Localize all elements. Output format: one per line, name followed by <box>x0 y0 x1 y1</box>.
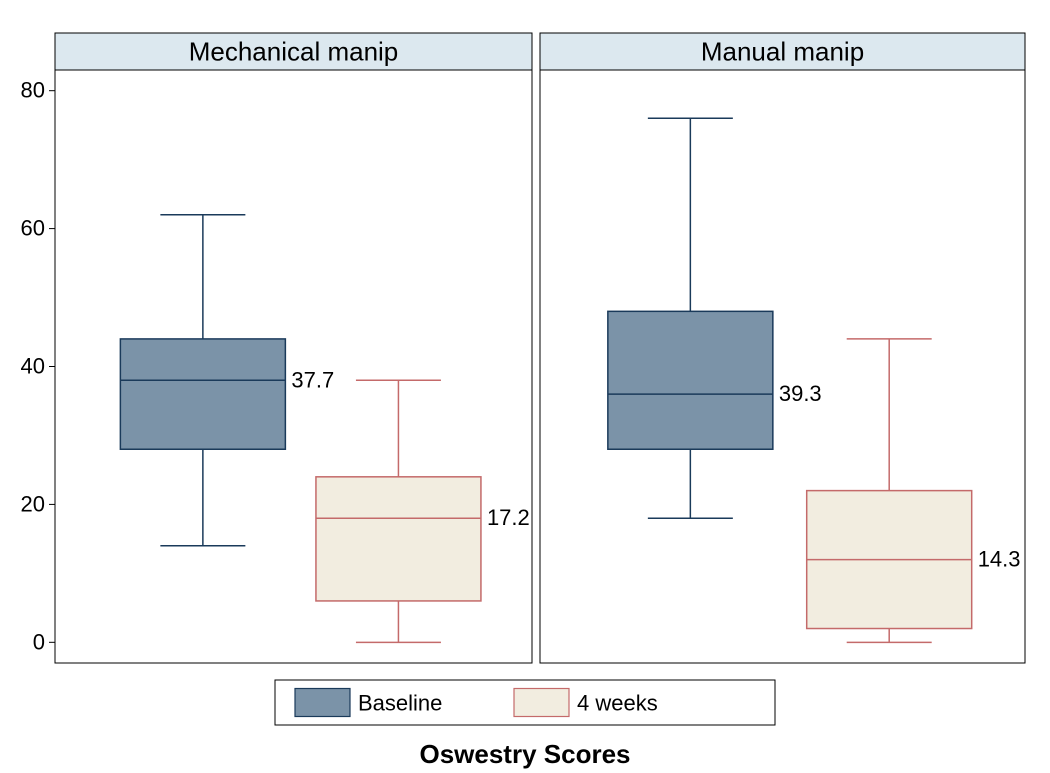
box-0 <box>120 339 285 449</box>
y-tick-label-20: 20 <box>21 491 45 516</box>
x-axis-title: Oswestry Scores <box>419 739 630 769</box>
box-label-1: 17.2 <box>487 505 530 530</box>
y-tick-label-60: 60 <box>21 216 45 241</box>
y-tick-label-40: 40 <box>21 354 45 379</box>
chart-container: Mechanical manip Manual manip 0 20 40 60 80 37.… <box>0 0 1050 773</box>
box-label-0: 37.7 <box>291 367 334 392</box>
panel-title-0: Mechanical manip <box>189 37 399 67</box>
box-label-3: 14.3 <box>978 547 1021 572</box>
panel-title-1: Manual manip <box>701 37 864 67</box>
box-2 <box>608 311 773 449</box>
legend-swatch-1 <box>514 689 569 717</box>
boxplot-chart: Mechanical manip Manual manip 0 20 40 60 80 37.… <box>0 0 1050 773</box>
legend-label-1: 4 weeks <box>577 691 658 716</box>
legend-label-0: Baseline <box>358 691 442 716</box>
y-tick-label-80: 80 <box>21 78 45 103</box>
box-label-2: 39.3 <box>779 381 822 406</box>
box-1 <box>316 477 481 601</box>
y-tick-label-0: 0 <box>33 629 45 654</box>
legend-swatch-0 <box>295 689 350 717</box>
